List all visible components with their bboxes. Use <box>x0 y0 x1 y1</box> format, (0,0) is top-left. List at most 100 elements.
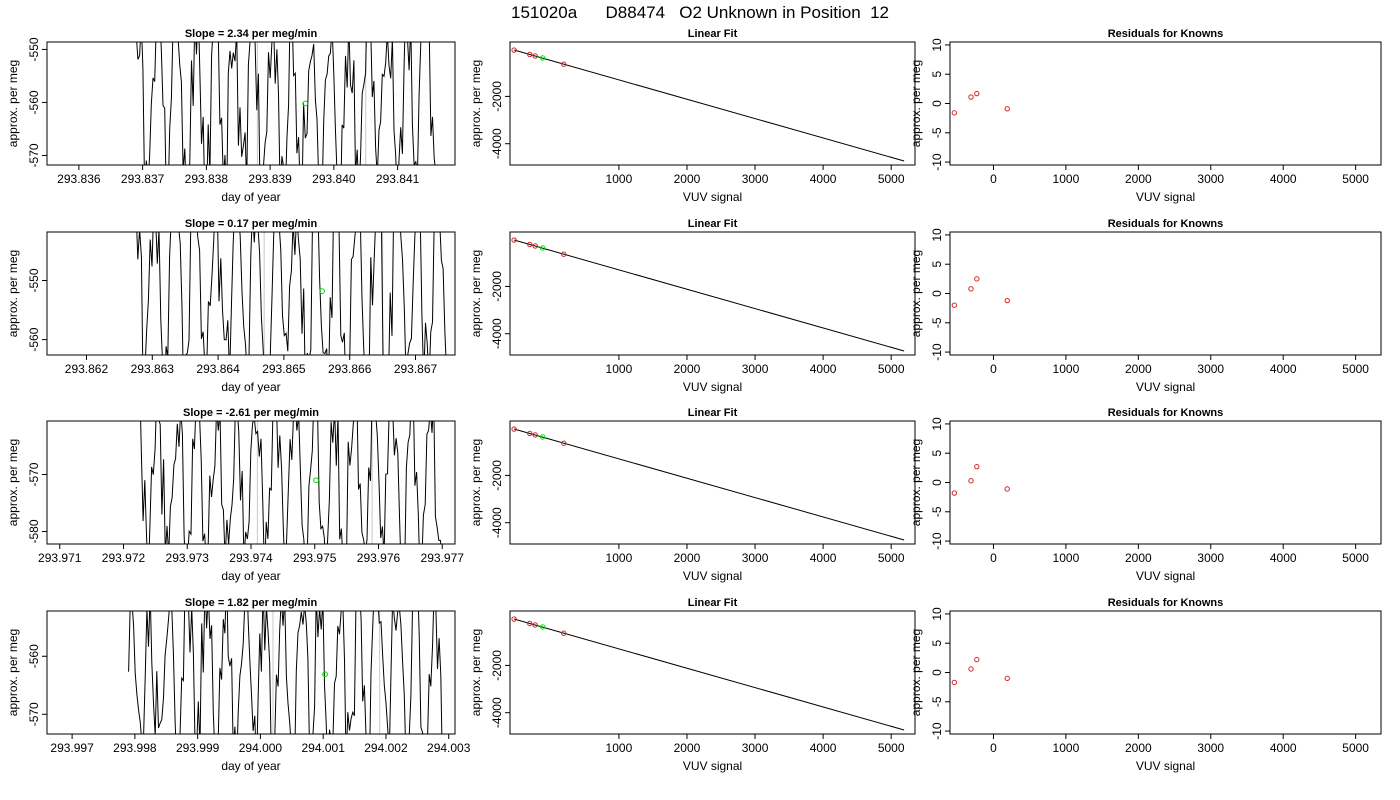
known-point <box>532 432 538 438</box>
y-axis-label: approx. per meg <box>6 60 20 147</box>
x-tick-label: 293.865 <box>262 362 306 376</box>
y-tick-label: -2000 <box>490 81 504 112</box>
plot-frame <box>949 231 1382 356</box>
x-tick-label: 3000 <box>1197 551 1224 565</box>
plot-area <box>128 611 443 734</box>
fit-line <box>513 428 905 541</box>
plot-frame <box>949 610 1382 735</box>
residual-point <box>968 286 974 292</box>
y-tick-label: -550 <box>27 37 41 61</box>
y-tick-label: 10 <box>930 228 944 242</box>
x-tick-label: 4000 <box>1270 172 1297 186</box>
x-tick-label: 5000 <box>878 362 905 376</box>
unknown-point <box>539 245 546 251</box>
y-tick-label: -550 <box>27 268 41 292</box>
panel-fit-row-1: Linear Fit 1000 2000 3000 4000 5000 -2000 -4000… <box>469 28 916 204</box>
plot-frame <box>46 420 456 545</box>
y-tick-label: -5 <box>930 127 944 138</box>
x-tick-label: 2000 <box>1125 362 1152 376</box>
y-tick-label: -4000 <box>490 128 504 159</box>
x-axis-label: day of year <box>221 759 280 773</box>
plot-frame <box>949 41 1382 166</box>
series-line <box>140 421 442 544</box>
panel-time-row-3: Slope = -2.61 per meg/min 293.971 293.972 2… <box>6 407 465 583</box>
x-tick-label: 293.977 <box>421 551 465 565</box>
unknown-point <box>313 477 319 484</box>
y-axis-label: approx. per meg <box>6 629 20 716</box>
y-tick-label: 0 <box>930 669 944 676</box>
plot-frame <box>509 41 916 166</box>
y-tick-label: -10 <box>930 532 944 550</box>
x-tick-label: 0 <box>990 172 997 186</box>
plot-frame <box>46 610 456 735</box>
x-tick-label: 1000 <box>606 172 633 186</box>
x-tick-label: 1000 <box>606 551 633 565</box>
panel-title: Linear Fit <box>688 28 738 40</box>
y-tick-label: -560 <box>27 327 41 351</box>
x-tick-label: 293.998 <box>113 741 157 755</box>
panel-fit-row-3: Linear Fit 1000 2000 3000 4000 5000 -2000 -4000… <box>469 407 916 583</box>
residual-point <box>1004 486 1010 492</box>
x-tick-label: 4000 <box>1270 362 1297 376</box>
x-tick-label: 294.000 <box>239 741 283 755</box>
x-tick-label: 293.862 <box>65 362 109 376</box>
panel-title: Residuals for Knowns <box>1108 218 1224 230</box>
x-axis-label: VUV signal <box>1136 380 1195 394</box>
x-tick-label: 5000 <box>1342 741 1369 755</box>
x-tick-label: 293.841 <box>376 172 420 186</box>
known-point <box>561 61 567 67</box>
x-tick-label: 5000 <box>1342 551 1369 565</box>
unknown-point <box>539 624 546 630</box>
x-tick-label: 2000 <box>674 551 701 565</box>
y-tick-label: 10 <box>930 38 944 52</box>
plot-area <box>511 47 905 162</box>
y-tick-label: -5 <box>930 696 944 707</box>
fit-line <box>513 49 905 162</box>
series-line <box>136 232 447 355</box>
x-tick-label: 293.975 <box>293 551 337 565</box>
y-tick-label: 10 <box>930 607 944 621</box>
x-tick-label: 293.972 <box>102 551 146 565</box>
x-tick-label: 5000 <box>1342 362 1369 376</box>
known-point <box>561 630 567 636</box>
x-tick-label: 2000 <box>1125 741 1152 755</box>
residual-point <box>951 679 958 686</box>
panel-time-row-1: Slope = 2.34 per meg/min 293.836 293.837 29… <box>6 28 456 204</box>
x-tick-label: 5000 <box>878 172 905 186</box>
figure-title: 151020a D88474 O2 Unknown in Position 12 <box>511 3 889 22</box>
panel-time-row-4: Slope = 1.82 per meg/min 293.997 293.998 29… <box>6 597 471 773</box>
panel-residuals-row-2: Residuals for Knowns 0 1000 2000 3000 4000 500… <box>909 218 1382 394</box>
series-line <box>128 611 443 734</box>
y-tick-label: -580 <box>27 519 41 543</box>
panel-title: Linear Fit <box>688 218 738 230</box>
y-axis-label: approx. per meg <box>469 60 483 147</box>
y-tick-label: 5 <box>930 640 944 647</box>
y-axis-label: approx. per meg <box>909 250 923 337</box>
plot-frame <box>949 420 1382 545</box>
panel-fit-row-4: Linear Fit 1000 2000 3000 4000 5000 -2000 -4000… <box>469 597 916 773</box>
x-tick-label: 3000 <box>742 362 769 376</box>
y-axis-label: approx. per meg <box>6 250 20 337</box>
x-tick-label: 293.973 <box>166 551 210 565</box>
y-tick-label: -560 <box>27 90 41 114</box>
plot-area <box>136 232 447 355</box>
x-tick-label: 4000 <box>1270 741 1297 755</box>
x-axis-label: day of year <box>221 190 280 204</box>
x-tick-label: 293.997 <box>50 741 94 755</box>
panels: Slope = 2.34 per meg/min 293.836 293.837 29… <box>6 28 1382 773</box>
x-tick-label: 294.002 <box>364 741 408 755</box>
y-tick-label: -2000 <box>490 271 504 302</box>
plot-area <box>951 656 1010 686</box>
y-tick-label: -5 <box>930 506 944 517</box>
x-tick-label: 1000 <box>1053 172 1080 186</box>
y-axis-label: approx. per meg <box>909 60 923 147</box>
x-axis-label: VUV signal <box>683 380 742 394</box>
known-point <box>532 243 538 249</box>
unknown-point <box>322 671 328 678</box>
y-tick-label: -4000 <box>490 507 504 538</box>
unknown-point <box>539 434 546 440</box>
x-tick-label: 293.837 <box>121 172 165 186</box>
x-tick-label: 2000 <box>674 362 701 376</box>
x-tick-label: 4000 <box>810 741 837 755</box>
